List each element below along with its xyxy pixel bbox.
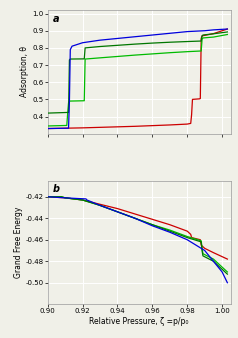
X-axis label: Relative Pressure, ζ =p/p₀: Relative Pressure, ζ =p/p₀ bbox=[89, 317, 189, 326]
Text: a: a bbox=[53, 14, 60, 24]
Text: b: b bbox=[53, 184, 60, 194]
Y-axis label: Grand Free Energy: Grand Free Energy bbox=[14, 207, 23, 278]
Y-axis label: Adsorption, θ: Adsorption, θ bbox=[20, 46, 30, 97]
